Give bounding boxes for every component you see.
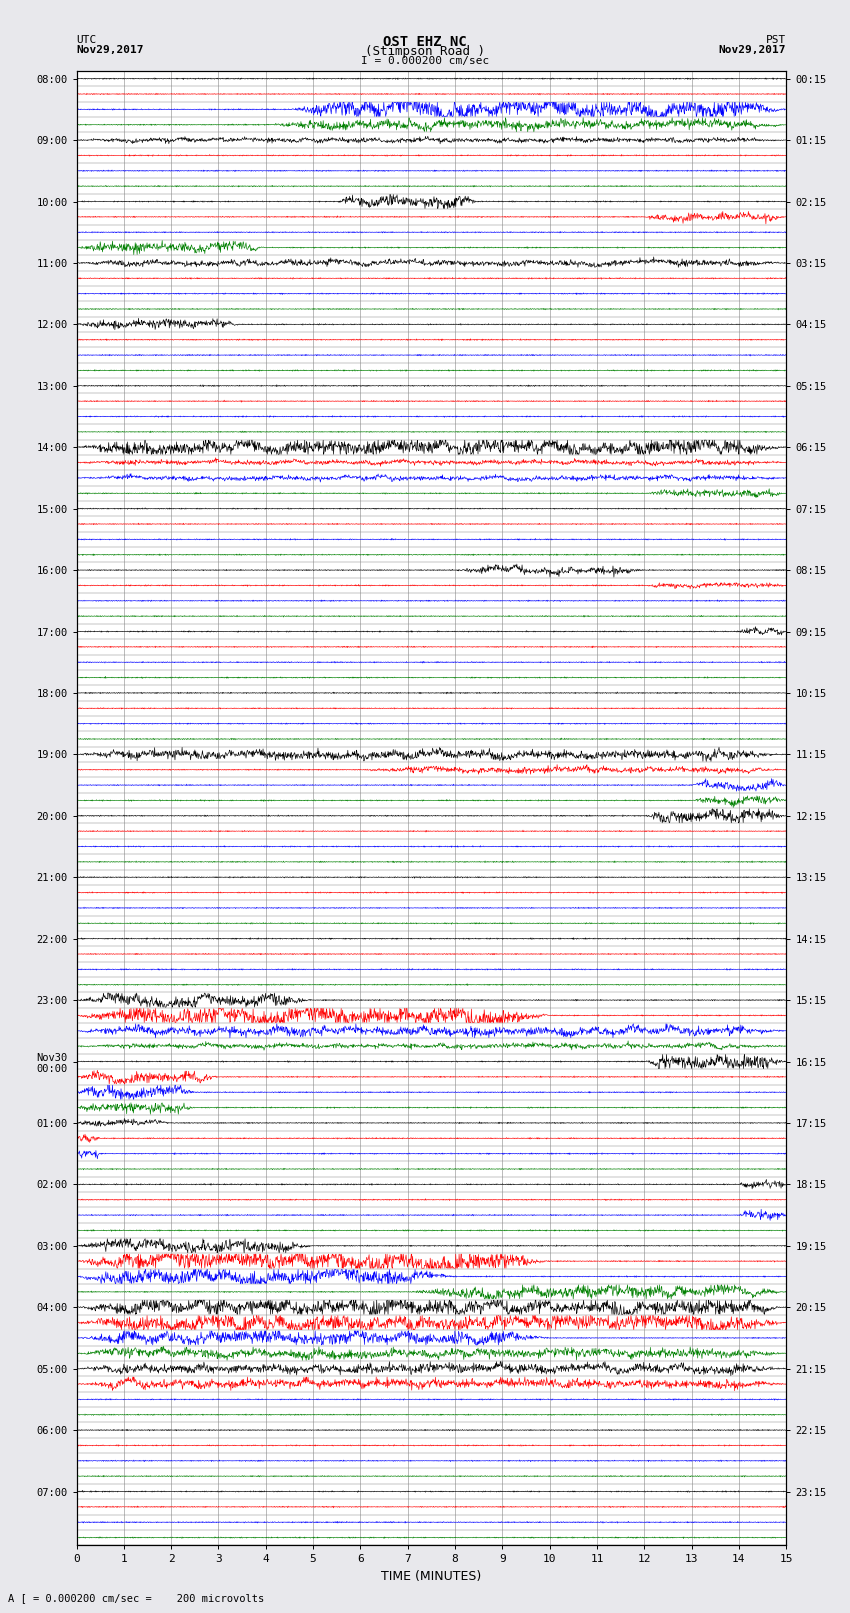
Text: (Stimpson Road ): (Stimpson Road ) [365, 45, 485, 58]
Text: OST EHZ NC: OST EHZ NC [383, 35, 467, 48]
Text: UTC: UTC [76, 35, 97, 45]
Text: Nov29,2017: Nov29,2017 [719, 45, 786, 55]
X-axis label: TIME (MINUTES): TIME (MINUTES) [382, 1569, 481, 1582]
Text: A [ = 0.000200 cm/sec =    200 microvolts: A [ = 0.000200 cm/sec = 200 microvolts [8, 1594, 264, 1603]
Text: PST: PST [766, 35, 786, 45]
Text: Nov29,2017: Nov29,2017 [76, 45, 144, 55]
Text: I = 0.000200 cm/sec: I = 0.000200 cm/sec [361, 56, 489, 66]
